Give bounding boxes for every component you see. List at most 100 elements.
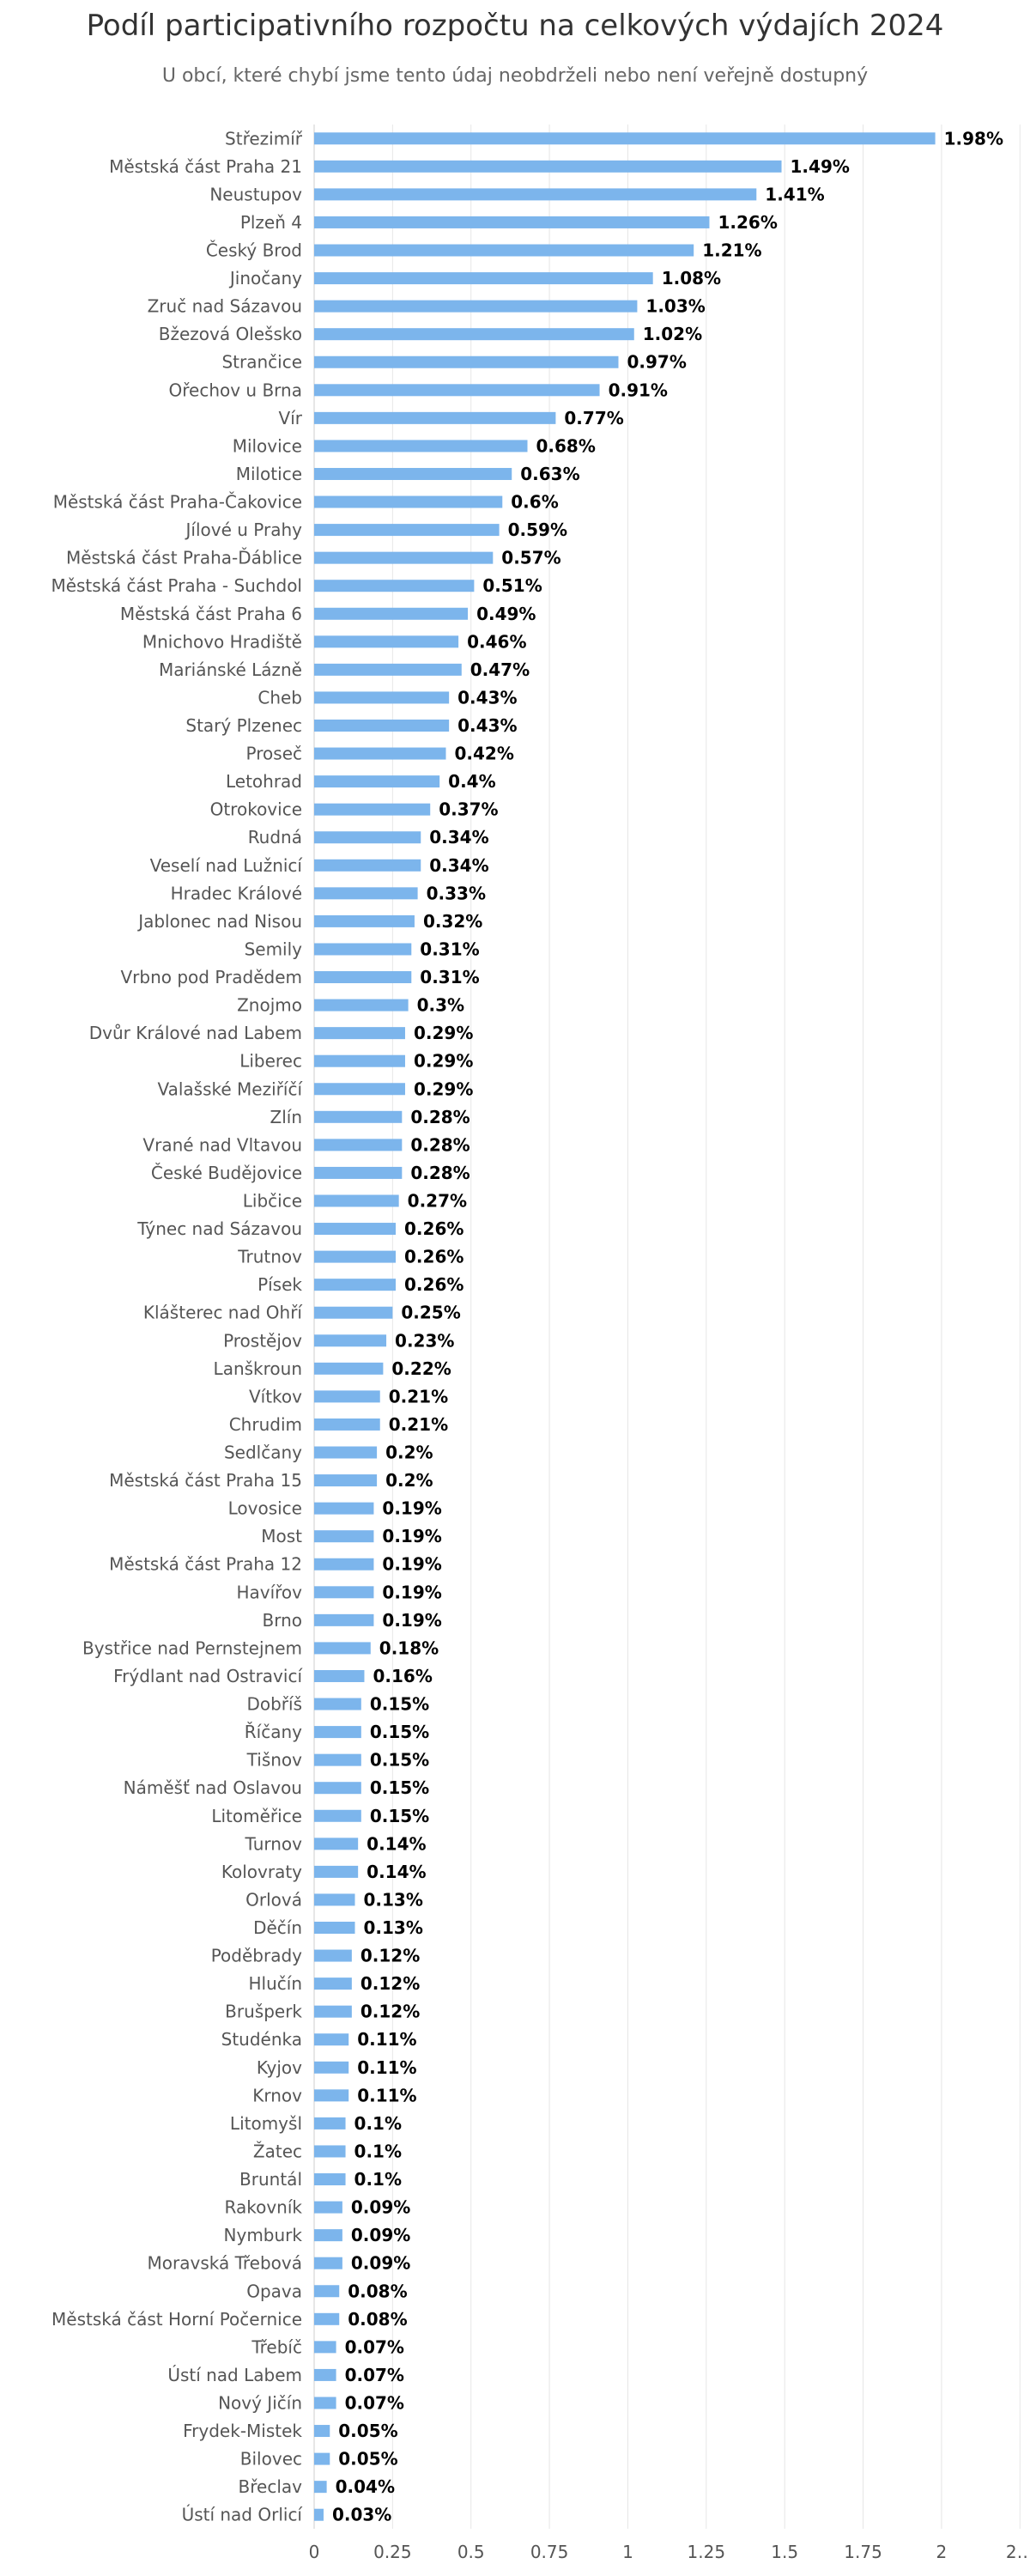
bar: [314, 300, 638, 313]
bar: [314, 2145, 346, 2158]
bar: [314, 2117, 346, 2129]
bar: [314, 1838, 359, 1850]
data-label: 1.21%: [702, 240, 761, 261]
data-label: 0.15%: [370, 1750, 429, 1771]
bar: [314, 1922, 355, 1934]
data-label: 0.15%: [370, 1722, 429, 1742]
bar: [314, 971, 412, 984]
category-label: Městská část Horní Počernice: [52, 2309, 302, 2330]
data-label: 0.47%: [470, 659, 530, 680]
bar: [314, 132, 936, 145]
bar: [314, 1613, 374, 1626]
category-label: Semily: [245, 939, 303, 959]
x-tick-label: 2: [936, 2542, 948, 2562]
bar: [314, 1279, 397, 1291]
bar: [314, 216, 710, 228]
category-label: Písek: [258, 1274, 302, 1295]
category-label: Turnov: [245, 1833, 303, 1854]
data-label: 0.09%: [351, 2253, 410, 2274]
category-label: Strančice: [221, 352, 302, 373]
data-label: 0.22%: [391, 1358, 451, 1379]
category-label: Neustupov: [209, 184, 302, 204]
category-label: Třebíč: [251, 2336, 302, 2357]
data-label: 1.41%: [765, 184, 824, 204]
data-label: 0.07%: [345, 2336, 404, 2357]
bar: [314, 1949, 352, 1962]
data-label: 0.59%: [508, 519, 567, 540]
data-label: 0.97%: [627, 352, 686, 373]
category-label: Proseč: [246, 744, 302, 764]
category-label: Poděbrady: [211, 1946, 302, 1966]
category-label: Bžezová Olešsko: [159, 324, 302, 344]
data-label: 0.11%: [357, 2057, 416, 2078]
bar: [314, 2173, 346, 2186]
category-label: Havířov: [236, 1582, 302, 1602]
data-label: 0.07%: [345, 2365, 404, 2385]
bar: [314, 1558, 374, 1571]
category-label: Vítkov: [249, 1386, 302, 1406]
bar: [314, 1110, 403, 1123]
data-label: 0.34%: [429, 855, 488, 876]
bar: [314, 2452, 330, 2465]
bar: [314, 1223, 397, 1236]
data-label: 0.42%: [454, 744, 513, 764]
category-label: Liberec: [239, 1051, 302, 1072]
x-tick-label: 1.75: [844, 2542, 882, 2562]
bar: [314, 1782, 361, 1795]
data-label: 0.68%: [536, 435, 596, 456]
data-label: 1.03%: [645, 296, 705, 317]
category-label: Dvůr Králové nad Labem: [89, 1023, 302, 1043]
category-label: Nový Jičín: [218, 2392, 302, 2413]
category-label: Kyjov: [257, 2057, 302, 2078]
data-label: 0.91%: [609, 380, 668, 400]
data-label: 0.09%: [351, 2225, 410, 2245]
bar: [314, 831, 421, 844]
bar: [314, 1054, 405, 1067]
bar: [314, 1502, 374, 1515]
bar: [314, 2368, 336, 2381]
bar: [314, 1166, 403, 1179]
bar: [314, 1139, 403, 1151]
category-label: Městská část Praha 12: [109, 1554, 302, 1575]
data-label: 0.3%: [417, 995, 464, 1016]
bar: [314, 524, 500, 537]
bar: [314, 607, 469, 620]
data-label: 0.11%: [357, 2029, 416, 2050]
bar: [314, 1418, 380, 1431]
category-label: Lovosice: [228, 1498, 302, 1519]
category-label: Vír: [279, 408, 303, 428]
bar: [314, 1474, 378, 1487]
category-label: Městská část Praha-Čakovice: [53, 492, 302, 513]
bar: [314, 244, 694, 257]
category-label: Chrudim: [229, 1414, 302, 1435]
category-label: Kolovraty: [221, 1862, 302, 1882]
bar: [314, 691, 450, 704]
data-label: 0.28%: [410, 1107, 470, 1127]
bar: [314, 2425, 330, 2438]
data-label: 0.29%: [414, 1078, 473, 1099]
category-label: České Budějovice: [151, 1163, 302, 1183]
data-label: 0.31%: [420, 967, 479, 987]
data-label: 0.77%: [564, 408, 623, 428]
category-label: Bilovec: [240, 2449, 302, 2470]
data-label: 0.33%: [427, 883, 486, 903]
bar: [314, 999, 409, 1012]
data-label: 0.1%: [354, 2169, 402, 2190]
category-label: Městská část Praha 15: [109, 1470, 302, 1491]
category-label: Zlín: [270, 1107, 303, 1127]
category-label: Ořechov u Brna: [169, 380, 303, 400]
data-label: 0.63%: [520, 464, 579, 484]
bar: [314, 720, 450, 732]
category-label: Frýdlant nad Ostravicí: [113, 1666, 303, 1686]
category-label: Letohrad: [226, 771, 302, 792]
data-label: 0.26%: [404, 1218, 464, 1239]
data-label: 0.07%: [345, 2392, 404, 2413]
data-label: 0.21%: [389, 1414, 448, 1435]
category-label: Městská část Praha 6: [120, 604, 302, 624]
bar: [314, 775, 440, 788]
data-label: 0.21%: [389, 1386, 448, 1406]
category-label: Děčín: [253, 1917, 302, 1938]
bar: [314, 1669, 365, 1682]
bar: [314, 2312, 340, 2325]
category-label: Frydek-Mistek: [183, 2421, 302, 2441]
